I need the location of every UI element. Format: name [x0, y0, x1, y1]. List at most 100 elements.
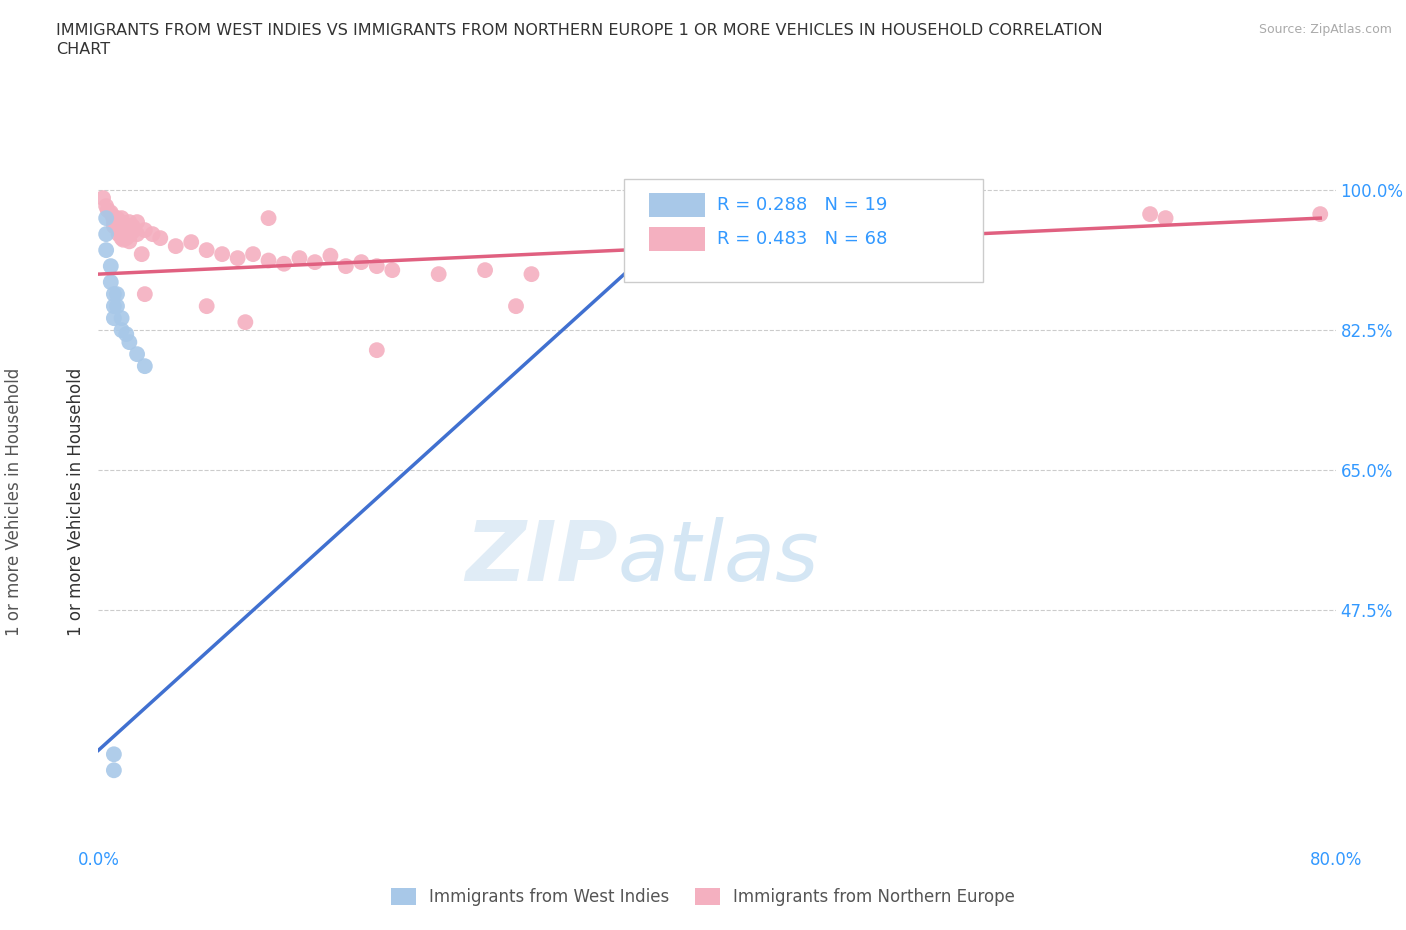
Point — [938, 206, 960, 221]
Point — [1154, 211, 1177, 226]
Point — [134, 359, 156, 374]
Point — [96, 211, 118, 226]
Point — [134, 222, 156, 237]
Point — [111, 323, 134, 338]
Point — [103, 215, 125, 230]
Point — [121, 219, 143, 233]
Point — [97, 203, 120, 218]
Point — [103, 747, 125, 762]
Point — [105, 286, 128, 301]
Point — [195, 243, 218, 258]
Point — [257, 253, 280, 268]
Point — [273, 257, 295, 272]
Point — [91, 191, 114, 206]
Point — [127, 347, 149, 362]
Text: R = 0.288   N = 19: R = 0.288 N = 19 — [717, 196, 887, 214]
Point — [118, 221, 141, 236]
Point — [117, 224, 139, 239]
Point — [118, 228, 141, 243]
Point — [121, 224, 143, 239]
Point — [142, 227, 165, 242]
Point — [103, 219, 125, 233]
Point — [101, 208, 124, 223]
Point — [103, 211, 125, 226]
Point — [1139, 206, 1161, 221]
Point — [111, 222, 134, 237]
Point — [335, 259, 357, 273]
Point — [366, 343, 388, 358]
Text: Source: ZipAtlas.com: Source: ZipAtlas.com — [1258, 23, 1392, 36]
Point — [117, 219, 139, 233]
Point — [319, 248, 342, 263]
Point — [96, 243, 118, 258]
Point — [112, 227, 135, 242]
Point — [112, 232, 135, 247]
Point — [474, 262, 496, 277]
Text: atlas: atlas — [619, 517, 820, 598]
Point — [180, 234, 202, 249]
Point — [1309, 206, 1331, 221]
Point — [131, 246, 153, 261]
Point — [226, 251, 249, 266]
Point — [366, 259, 388, 273]
Point — [427, 267, 450, 282]
Point — [127, 215, 149, 230]
Point — [235, 314, 257, 329]
Point — [350, 255, 373, 270]
Point — [118, 215, 141, 230]
Point — [115, 326, 138, 341]
Point — [111, 231, 134, 246]
FancyBboxPatch shape — [624, 179, 983, 282]
Point — [103, 286, 125, 301]
Point — [288, 251, 311, 266]
Point — [112, 219, 135, 233]
Point — [100, 259, 122, 273]
Point — [111, 215, 134, 230]
Point — [211, 246, 233, 261]
Point — [127, 227, 149, 242]
Point — [165, 239, 187, 254]
Point — [103, 311, 125, 325]
Point — [962, 211, 984, 226]
Point — [304, 255, 326, 270]
Legend: Immigrants from West Indies, Immigrants from Northern Europe: Immigrants from West Indies, Immigrants … — [384, 881, 1022, 912]
Point — [659, 203, 682, 218]
Point — [105, 211, 128, 226]
FancyBboxPatch shape — [650, 227, 704, 251]
Point — [107, 227, 129, 242]
Point — [242, 246, 264, 261]
Point — [118, 233, 141, 248]
Point — [149, 231, 172, 246]
Point — [103, 763, 125, 777]
Point — [111, 211, 134, 226]
Point — [115, 231, 138, 246]
Text: R = 0.483   N = 68: R = 0.483 N = 68 — [717, 231, 887, 248]
Point — [520, 267, 543, 282]
Point — [105, 219, 128, 233]
Point — [105, 215, 128, 230]
Y-axis label: 1 or more Vehicles in Household: 1 or more Vehicles in Household — [66, 368, 84, 636]
Point — [505, 299, 527, 313]
Point — [257, 211, 280, 226]
Point — [114, 222, 136, 237]
Point — [118, 335, 141, 350]
FancyBboxPatch shape — [650, 193, 704, 217]
Point — [108, 219, 131, 233]
Point — [195, 299, 218, 313]
Point — [96, 227, 118, 242]
Text: 1 or more Vehicles in Household: 1 or more Vehicles in Household — [6, 368, 22, 636]
Text: CHART: CHART — [56, 42, 110, 57]
Point — [381, 262, 404, 277]
Point — [103, 299, 125, 313]
Point — [96, 199, 118, 214]
Point — [105, 299, 128, 313]
Point — [100, 274, 122, 289]
Point — [134, 286, 156, 301]
Text: IMMIGRANTS FROM WEST INDIES VS IMMIGRANTS FROM NORTHERN EUROPE 1 OR MORE VEHICLE: IMMIGRANTS FROM WEST INDIES VS IMMIGRANT… — [56, 23, 1102, 38]
Point — [100, 206, 122, 220]
Text: ZIP: ZIP — [465, 517, 619, 598]
Point — [107, 222, 129, 237]
Point — [108, 222, 131, 237]
Point — [115, 227, 138, 242]
Point — [111, 311, 134, 325]
